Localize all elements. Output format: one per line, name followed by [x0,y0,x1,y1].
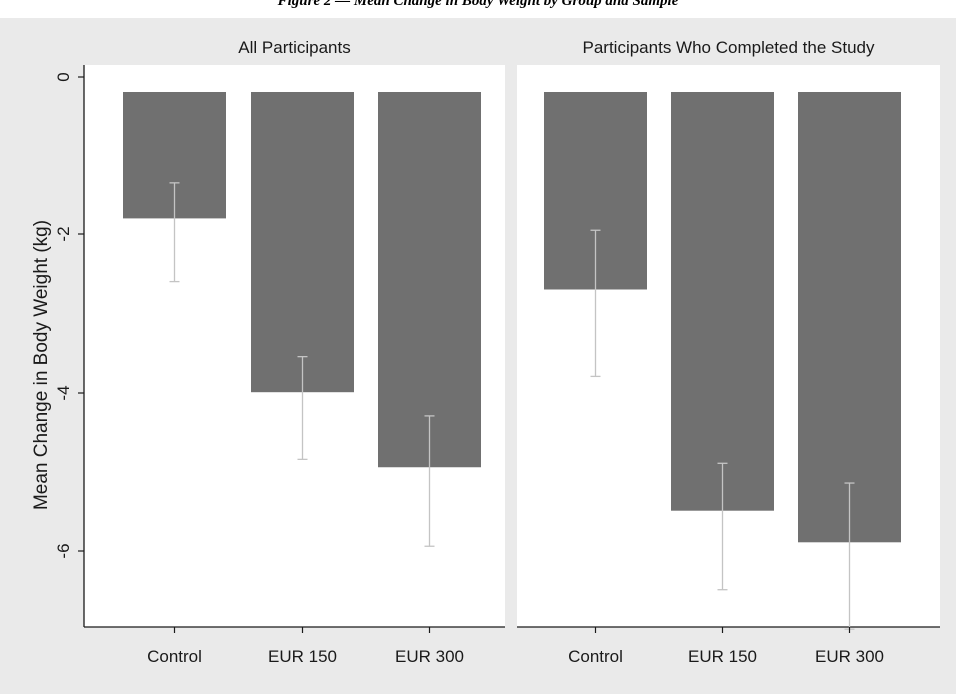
x-tick-label: EUR 150 [268,647,337,666]
bar [798,92,901,542]
x-tick-label: EUR 300 [815,647,884,666]
x-tick-label: EUR 300 [395,647,464,666]
panel-1: All Participants Control EUR 150 EUR 300 [84,38,505,666]
panel-title: All Participants [238,38,350,57]
bar [378,92,481,467]
y-tick-label: -6 [54,543,73,558]
x-tick-label: Control [147,647,202,666]
x-tick-label: EUR 150 [688,647,757,666]
x-tick-label: Control [568,647,623,666]
panel-2: Participants Who Completed the Study Cont… [517,38,940,666]
panel-title: Participants Who Completed the Study [583,38,875,57]
bar [671,92,774,511]
y-tick-label: 0 [54,72,73,81]
y-tick-label: -2 [54,226,73,241]
y-tick-label: -4 [54,385,73,400]
y-axis-label: Mean Change in Body Weight (kg) [31,220,52,510]
bar [251,92,354,392]
